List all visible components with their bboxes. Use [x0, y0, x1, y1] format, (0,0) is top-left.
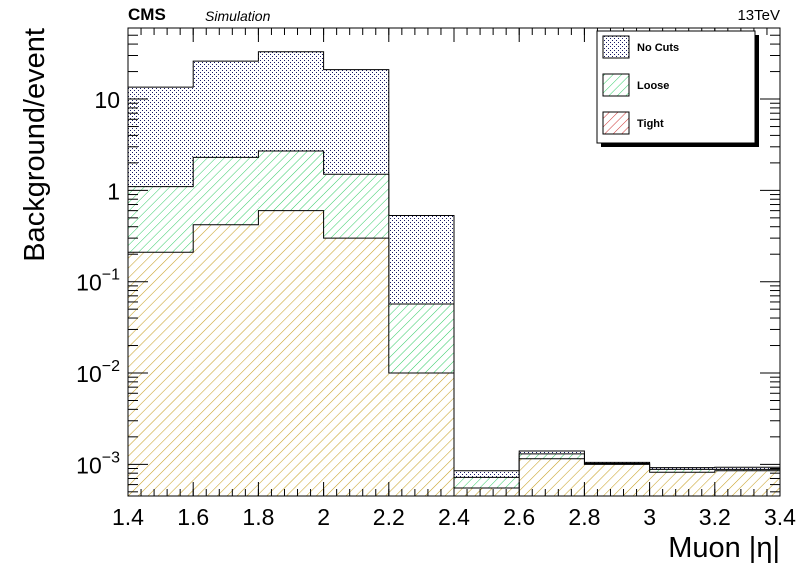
y-axis-title: Background/event: [19, 28, 51, 262]
bar-tight: [128, 252, 194, 496]
bar-tight: [258, 210, 324, 496]
legend-swatch: [602, 111, 630, 135]
bar-tight: [714, 470, 780, 496]
bar-tight: [323, 238, 389, 496]
x-tick-label: 3: [643, 504, 656, 530]
y-tick-label: 1: [107, 178, 120, 204]
bar-tight: [649, 472, 715, 496]
bar-tight: [584, 464, 650, 496]
bar-tight: [193, 224, 259, 497]
x-tick-label: 2.8: [568, 504, 600, 530]
legend-label: No Cuts: [637, 42, 679, 54]
series-tight: [127, 210, 781, 497]
experiment-label: CMS: [128, 5, 166, 24]
bars-layer: [127, 51, 781, 497]
legend: No Cuts Loose Tight: [596, 30, 759, 147]
bar-tight: [388, 373, 454, 496]
legend-swatch: [602, 73, 630, 97]
legend-label: Loose: [637, 80, 669, 92]
y-tick-label: 10: [94, 87, 120, 113]
x-tick-label: 3.2: [699, 504, 731, 530]
x-tick-label: 1.4: [112, 504, 144, 530]
x-tick-label: 3.4: [764, 504, 796, 530]
x-axis-title: Muon |η|: [668, 532, 780, 564]
y-tick-label: 10−2: [76, 358, 120, 387]
energy-label: 13TeV: [737, 7, 780, 24]
outline-tight: [127, 210, 781, 496]
y-tick-label: 10−1: [76, 267, 120, 296]
x-tick-label: 2.4: [438, 504, 470, 530]
legend-swatch: [602, 35, 630, 59]
y-tick-label: 10−3: [76, 449, 120, 478]
x-tick-label: 1.8: [242, 504, 274, 530]
x-tick-label: 1.6: [177, 504, 209, 530]
legend-label: Tight: [637, 118, 664, 130]
simulation-label: Simulation: [205, 8, 271, 24]
bar-tight: [454, 488, 520, 496]
x-tick-label: 2.2: [373, 504, 405, 530]
x-tick-label: 2: [317, 504, 330, 530]
x-tick-label: 2.6: [503, 504, 535, 530]
bar-tight: [519, 458, 585, 496]
